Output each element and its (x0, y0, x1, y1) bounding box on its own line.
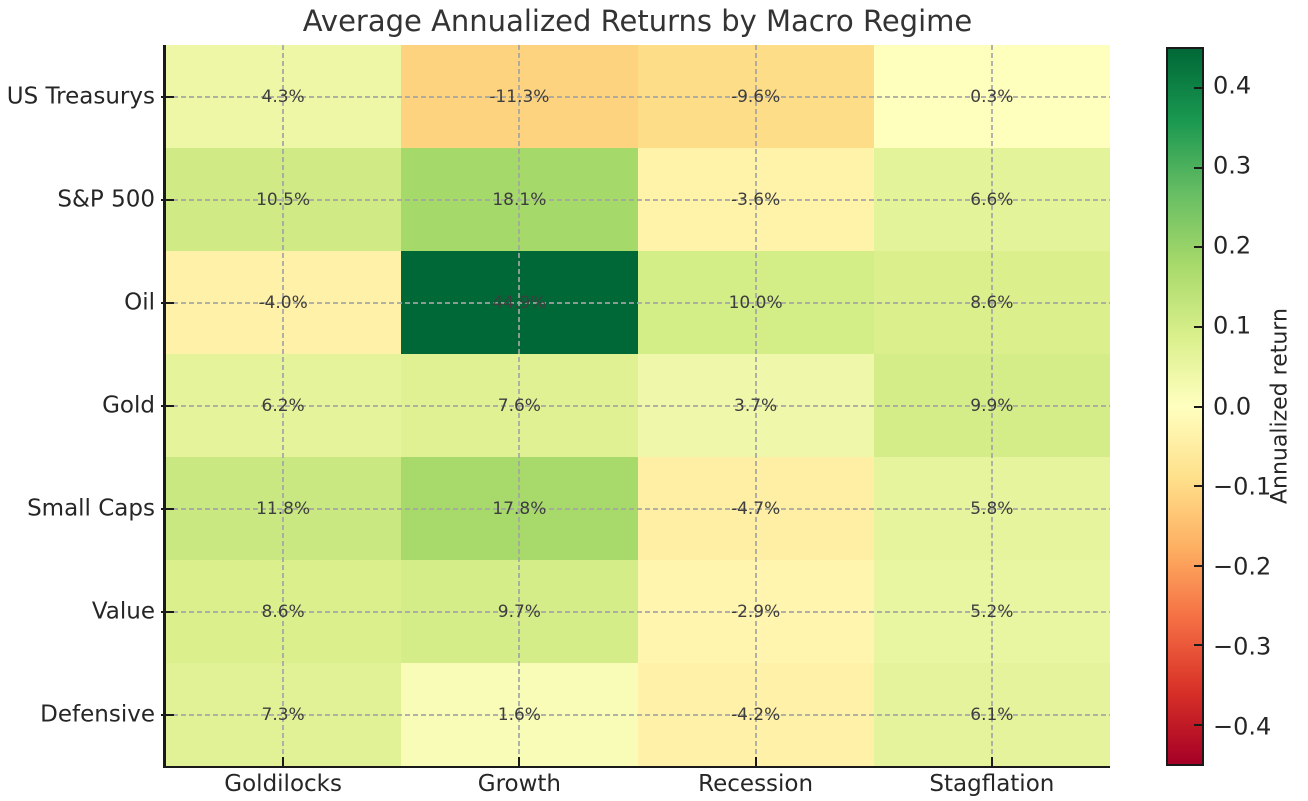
colorbar-tick (1194, 166, 1202, 169)
cell-value-label: 44.9% (492, 292, 547, 313)
colorbar (1166, 47, 1204, 766)
cell-value-label: 3.7% (734, 395, 778, 416)
gridline (990, 45, 993, 766)
gridline (165, 95, 1110, 98)
colorbar-tick (1194, 485, 1202, 488)
cell-value-label: 0.3% (970, 86, 1014, 107)
colorbar-tick-label: 0.0 (1213, 391, 1252, 420)
x-axis-tick (754, 757, 757, 766)
y-tick-label: Oil (124, 288, 155, 315)
cell-value-label: 6.2% (261, 395, 305, 416)
gridline (165, 198, 1110, 201)
cell-value-label: -11.3% (489, 86, 550, 107)
cell-value-label: 7.6% (497, 395, 541, 416)
cell-value-label: 8.6% (261, 601, 305, 622)
cell-value-label: 5.2% (970, 601, 1014, 622)
x-tick-label: Goldilocks (224, 771, 342, 797)
axis-ticks (161, 45, 1110, 766)
colorbar-tick (1194, 405, 1202, 408)
y-axis-tick (161, 507, 174, 510)
x-tick-label: Recession (698, 771, 814, 797)
cell-value-label: 6.6% (970, 189, 1014, 210)
cell-value-label: 10.5% (256, 189, 311, 210)
cell-value-label: 1.6% (497, 704, 541, 725)
colorbar-tick (1194, 564, 1202, 567)
y-tick-label: Gold (102, 391, 155, 418)
gridline (165, 610, 1110, 613)
gridline (282, 45, 285, 766)
colorbar-tick-label: 0.3 (1213, 151, 1252, 180)
y-axis-tick (161, 301, 174, 304)
y-axis-spine (163, 45, 166, 768)
y-axis-tick (161, 713, 174, 716)
colorbar-tick (1194, 325, 1202, 328)
colorbar-tick-label: 0.2 (1213, 231, 1252, 260)
cell-value-label: 6.1% (970, 704, 1014, 725)
y-axis-tick (161, 198, 174, 201)
gridline (165, 713, 1110, 716)
cell-value-label: -2.9% (730, 601, 781, 622)
y-tick-label: Small Caps (27, 494, 155, 521)
colorbar-tick (1194, 87, 1202, 89)
cell-value-label: 9.7% (497, 601, 541, 622)
cell-value-label: 7.3% (261, 704, 305, 725)
colorbar-tick (1194, 644, 1202, 647)
gridlines (165, 45, 1110, 766)
y-tick-label: US Treasurys (6, 82, 155, 109)
colorbar-tick (1194, 723, 1202, 726)
gridline (754, 45, 757, 766)
x-tick-label: Growth (477, 771, 562, 797)
x-axis-tick (990, 757, 993, 766)
colorbar-tick-label: −0.1 (1213, 472, 1272, 501)
y-axis-tick (161, 95, 174, 98)
chart-title: Average Annualized Returns by Macro Regi… (302, 4, 973, 38)
cell-value-label: -4.0% (258, 292, 308, 313)
heatmap-plot: 4.3% -11.3% -9.6% 0.3% 10.5% 18.1% -3.6% 6.6% -4… (161, 45, 1110, 766)
x-axis-spine (163, 765, 1110, 768)
colorbar-tick (1194, 246, 1202, 249)
cell-value-label: 9.9% (970, 395, 1014, 416)
colorbar-tick-label: −0.3 (1213, 632, 1272, 661)
gridline (165, 301, 1110, 304)
y-tick-label: S&P 500 (57, 185, 155, 212)
cell-value-label: 18.1% (492, 189, 547, 210)
y-tick-label: Defensive (40, 700, 155, 727)
cell-value-label: 11.8% (256, 498, 311, 519)
y-tick-label: Value (91, 597, 155, 624)
x-axis-tick (282, 757, 285, 766)
cell-value-label: 8.6% (970, 292, 1014, 313)
colorbar-tick-label: 0.1 (1213, 311, 1252, 340)
x-tick-label: Stagflation (929, 771, 1055, 797)
y-axis-tick (161, 404, 174, 407)
cell-value-label: 4.3% (261, 86, 305, 107)
colorbar-tick-label: −0.2 (1213, 552, 1272, 581)
cell-value-label: -4.7% (730, 498, 781, 519)
cell-value-label: -3.6% (730, 189, 781, 210)
y-axis-tick (161, 610, 174, 613)
cell-value-label: 10.0% (728, 292, 783, 313)
colorbar-tick-label: 0.4 (1213, 71, 1252, 100)
gridline (518, 45, 521, 766)
x-axis-tick (518, 757, 521, 766)
cell-value-label: -9.6% (730, 86, 781, 107)
colorbar-axis-label: Annualized return (1267, 308, 1293, 505)
cell-value-label: 17.8% (492, 498, 547, 519)
cell-value-label: -4.2% (730, 704, 781, 725)
gridline (165, 507, 1110, 510)
gridline (165, 404, 1110, 407)
cell-value-label: 5.8% (970, 498, 1014, 519)
colorbar-tick-label: −0.4 (1213, 712, 1272, 741)
